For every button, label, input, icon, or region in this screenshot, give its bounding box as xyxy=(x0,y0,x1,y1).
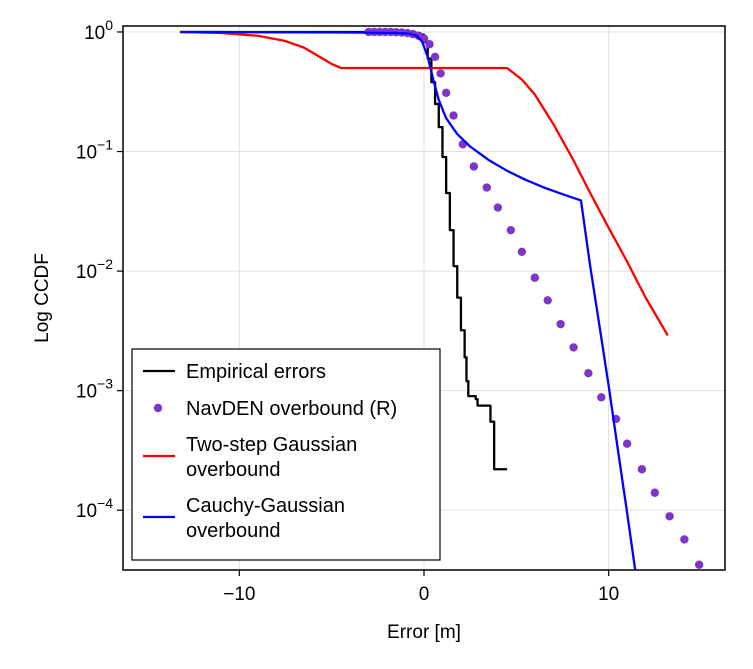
navden-overbound-r-point xyxy=(650,488,660,497)
navden-overbound-r-point xyxy=(543,296,552,305)
y-tick-exponent: −1 xyxy=(97,137,113,153)
legend-label-line: overbound xyxy=(186,459,281,481)
navden-overbound-r-point xyxy=(430,52,440,61)
legend-label-cauchy-gaussian-overbound: Cauchy-Gaussian overbound xyxy=(186,495,345,542)
y-tick-base: 10 xyxy=(76,501,97,522)
y-axis-label: Log CCDF xyxy=(32,253,53,343)
navden-overbound-r-point xyxy=(506,225,515,235)
y-tick-base: 10 xyxy=(84,23,105,44)
legend-label-line: overbound xyxy=(186,520,281,542)
navden-overbound-r-point xyxy=(569,343,578,352)
y-tick-label: 10−1 xyxy=(76,137,113,164)
legend-box xyxy=(131,348,441,561)
legend-label-navden-overbound-r: NavDEN overbound (R) xyxy=(186,398,397,420)
y-tick-label: 10−4 xyxy=(76,495,113,522)
y-tick-base: 10 xyxy=(76,143,97,164)
navden-overbound-r-point xyxy=(694,560,704,569)
legend-label-empirical-errors: Empirical errors xyxy=(186,361,326,383)
navden-overbound-r-point xyxy=(637,465,647,474)
navden-overbound-r-point xyxy=(680,535,689,544)
navden-overbound-r-point xyxy=(425,40,434,49)
y-tick-base: 10 xyxy=(76,262,97,283)
x-tick-label: 10 xyxy=(598,584,619,605)
x-tick-label: −10 xyxy=(223,584,255,605)
legend-label-line: Cauchy-Gaussian xyxy=(186,495,345,517)
legend-label-line: Empirical errors xyxy=(186,361,326,383)
navden-overbound-r-point xyxy=(493,203,503,212)
navden-overbound-r-point xyxy=(584,368,593,378)
y-tick-exponent: −3 xyxy=(97,376,113,392)
y-tick-base: 10 xyxy=(76,382,97,403)
y-tick-label: 10−3 xyxy=(76,376,113,403)
navden-overbound-r-point xyxy=(469,162,479,171)
y-tick-exponent: −2 xyxy=(97,256,113,272)
navden-overbound-r-point xyxy=(449,111,458,120)
legend-label-two-step-gaussian-overbound: Two-step Gaussian overbound xyxy=(186,434,357,481)
cauchy-gaussian-overbound-line xyxy=(180,30,637,570)
navden-overbound-r-point xyxy=(482,183,491,192)
y-tick-label: 10−2 xyxy=(76,256,113,283)
navden-overbound-r-point xyxy=(436,69,445,78)
y-tick-label: 100 xyxy=(84,17,113,44)
navden-overbound-r-point xyxy=(517,247,527,257)
y-tick-exponent: −4 xyxy=(97,495,113,511)
legend-label-line: NavDEN overbound (R) xyxy=(186,398,397,420)
legend-label-line: Two-step Gaussian xyxy=(186,434,357,456)
x-tick-label: 0 xyxy=(419,584,430,605)
navden-overbound-r-point xyxy=(441,88,451,97)
legend: Empirical errors NavDEN overbound (R) Two-… xyxy=(131,348,441,561)
navden-overbound-r-point xyxy=(622,439,632,448)
y-tick-exponent: 0 xyxy=(105,17,113,33)
navden-overbound-r-point xyxy=(597,393,606,402)
legend-swatch-navden-overbound-r xyxy=(153,403,163,413)
plot-area xyxy=(180,27,704,570)
navden-overbound-r-point xyxy=(530,273,539,282)
x-axis-label: Error [m] xyxy=(387,622,461,643)
two-step-gaussian-overbound-line xyxy=(180,30,669,336)
navden-overbound-r-point xyxy=(665,512,674,521)
navden-overbound-r-point xyxy=(556,319,565,329)
